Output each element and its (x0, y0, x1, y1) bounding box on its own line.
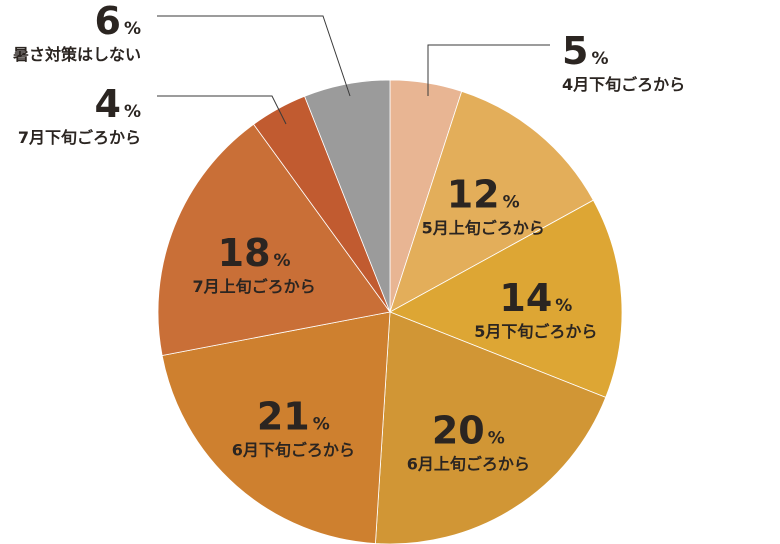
pie-slice (389, 90, 594, 313)
leader-line (157, 15, 351, 97)
pie-slice (161, 311, 391, 544)
category-label: 7月上旬ごろから (193, 277, 316, 296)
slice-labels: 5 % 4月下旬ごろから 12 % 5月上旬ごろから 14 % 5月下旬ごろから 20 % 6月上旬ご… (12, 0, 685, 473)
leader-line (427, 44, 550, 96)
slice-label-group: 5 % 4月下旬ごろから (562, 29, 685, 94)
category-label: 7月下旬ごろから (18, 128, 141, 147)
category-label: 4月下旬ごろから (562, 75, 685, 94)
slice-label-group: 14 % 5月下旬ごろから (474, 276, 597, 341)
category-label: 5月下旬ごろから (474, 322, 597, 341)
leader-lines (157, 15, 550, 125)
percent-value: 18% (218, 231, 291, 275)
category-label: 6月上旬ごろから (407, 454, 530, 473)
leader-line (157, 95, 287, 125)
slice-label-group: 12 % 5月上旬ごろから (422, 172, 545, 237)
percent-value: 21% (257, 395, 330, 439)
pie-slice (157, 123, 391, 356)
pie-slice (389, 199, 623, 398)
category-label: 暑さ対策はしない (12, 45, 141, 64)
percent-value: 14% (499, 276, 572, 320)
slice-label-group: 18 % 7月上旬ごろから (193, 231, 316, 296)
percent-value: 12% (447, 172, 520, 216)
pie-slices (157, 79, 623, 544)
percent-value: 20% (432, 408, 505, 452)
pie-slice (304, 79, 391, 313)
slice-label-group: 4 % 7月下旬ごろから (18, 82, 141, 147)
slice-label-group: 20 % 6月上旬ごろから (407, 408, 530, 473)
percent-value: 4% (95, 82, 142, 126)
percent-value: 5% (562, 29, 609, 73)
category-label: 6月下旬ごろから (232, 441, 355, 460)
slice-label-group: 6 % 暑さ対策はしない (12, 0, 141, 64)
category-label: 5月上旬ごろから (422, 218, 545, 237)
percent-value: 6% (95, 0, 142, 43)
slice-label-group: 21 % 6月下旬ごろから (232, 395, 355, 460)
pie-slice (375, 311, 607, 544)
